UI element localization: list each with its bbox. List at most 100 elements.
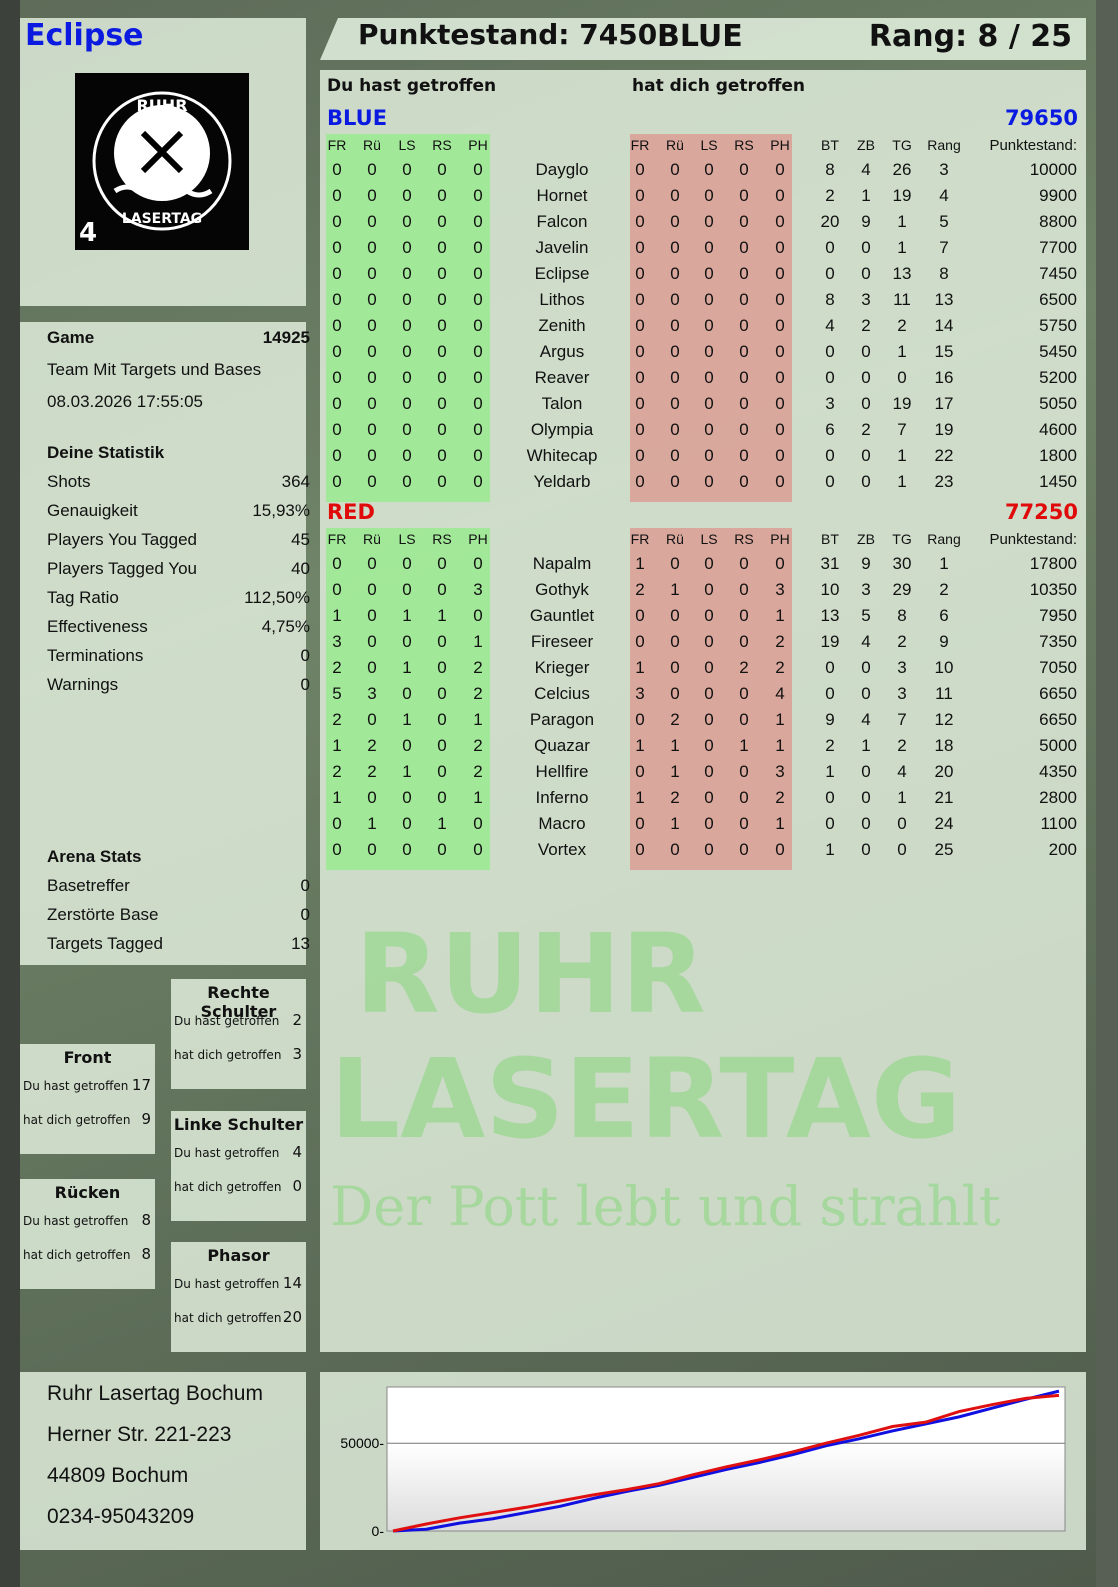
score-cell: 7350 <box>1039 632 1077 651</box>
got-cell: 0 <box>704 160 714 179</box>
got-cell: 0 <box>670 684 680 703</box>
got-cell: 0 <box>775 368 785 387</box>
hit-cell: 0 <box>402 554 412 573</box>
got-cell: 0 <box>704 290 714 309</box>
got-cell: 0 <box>670 160 680 179</box>
stat-cell: 7 <box>897 710 907 729</box>
hit-cell: 0 <box>402 290 412 309</box>
got-cell: 0 <box>635 160 645 179</box>
got-cell: 0 <box>670 342 680 361</box>
col-header: ZB <box>857 531 875 547</box>
hit-heading: Du hast getroffen <box>327 76 497 96</box>
stat-cell: 0 <box>861 394 871 413</box>
got-cell: 0 <box>635 814 645 833</box>
got-cell: 0 <box>739 814 749 833</box>
hit-cell: 0 <box>367 212 377 231</box>
got-cell: 0 <box>739 684 749 703</box>
hit-cell: 0 <box>367 446 377 465</box>
stat-cell: 1 <box>861 736 871 755</box>
stat-cell: 20 <box>820 212 840 231</box>
hit-cell: 0 <box>332 212 342 231</box>
stat-cell: 4 <box>939 186 949 205</box>
got-column-bg <box>630 134 792 502</box>
got-cell: 0 <box>775 394 785 413</box>
got-cell: 1 <box>739 736 749 755</box>
stat-cell: 5 <box>861 606 871 625</box>
got-cell: 0 <box>670 264 680 283</box>
zone-hit-label: Du hast getroffen <box>174 1146 280 1160</box>
hit-cell: 2 <box>332 762 342 781</box>
col-header: BT <box>821 137 839 153</box>
got-cell: 0 <box>635 762 645 781</box>
stat-cell: 0 <box>825 472 835 491</box>
zone-hit-row: Du hast getroffen 14 <box>174 1274 302 1292</box>
hit-cell: 0 <box>437 160 447 179</box>
score-cell: 10000 <box>1029 160 1077 179</box>
stat-value: 45 <box>291 530 310 549</box>
got-cell: 0 <box>739 420 749 439</box>
col-header: LS <box>700 531 718 547</box>
zone-title: Front <box>63 1048 112 1067</box>
got-cell: 0 <box>739 264 749 283</box>
player-name: Inferno <box>535 788 589 807</box>
zone-got-row: hat dich getroffen 8 <box>23 1245 151 1263</box>
score-cell: 200 <box>1048 840 1077 859</box>
game-id: 14925 <box>262 328 310 347</box>
hit-cell: 0 <box>367 160 377 179</box>
hit-cell: 0 <box>473 840 483 859</box>
zone-got-label: hat dich getroffen <box>23 1248 131 1262</box>
stat-cell: 9 <box>939 632 949 651</box>
got-cell: 0 <box>635 446 645 465</box>
arena-row: Targets Tagged 13 <box>47 934 310 954</box>
zone-hit-label: Du hast getroffen <box>174 1014 280 1028</box>
got-cell: 0 <box>635 186 645 205</box>
got-cell: 2 <box>670 788 680 807</box>
hit-cell: 0 <box>437 186 447 205</box>
got-cell: 1 <box>670 762 680 781</box>
player-name: Quazar <box>534 736 590 755</box>
stat-cell: 30 <box>892 554 912 573</box>
hit-cell: 0 <box>473 264 483 283</box>
hit-cell: 2 <box>367 762 377 781</box>
got-cell: 0 <box>704 342 714 361</box>
got-cell: 0 <box>704 580 714 599</box>
got-cell: 0 <box>704 420 714 439</box>
got-cell: 0 <box>739 710 749 729</box>
hit-cell: 2 <box>473 762 483 781</box>
hit-cell: 2 <box>473 684 483 703</box>
got-cell: 0 <box>670 840 680 859</box>
got-cell: 0 <box>739 762 749 781</box>
hit-cell: 0 <box>332 814 342 833</box>
series-line-1 <box>392 1393 1060 1533</box>
player-name: Talon <box>541 394 583 413</box>
col-header: TG <box>892 531 912 547</box>
zone-got-row: hat dich getroffen 20 <box>174 1308 302 1326</box>
got-cell: 1 <box>635 736 645 755</box>
hit-cell: 0 <box>437 710 447 729</box>
stat-cell: 0 <box>825 264 835 283</box>
col-header: FR <box>630 137 650 153</box>
hit-cell: 2 <box>367 736 377 755</box>
hit-cell: 1 <box>332 606 342 625</box>
hit-cell: 0 <box>473 394 483 413</box>
team-label: BLUE <box>657 19 743 54</box>
score-cell: 7950 <box>1039 606 1077 625</box>
stat-value: 364 <box>281 472 310 491</box>
got-cell: 0 <box>775 446 785 465</box>
hit-cell: 0 <box>473 212 483 231</box>
hit-cell: 0 <box>437 264 447 283</box>
stat-label: Genauigkeit <box>47 501 138 520</box>
hit-cell: 0 <box>473 290 483 309</box>
stat-cell: 0 <box>825 788 835 807</box>
hit-zone-front: Front Du hast getroffen 17 hat dich getroff… <box>20 1044 155 1154</box>
zone-hit-value: 8 <box>141 1211 151 1229</box>
player-name: Argus <box>539 342 585 361</box>
stat-row: Warnings 0 <box>47 675 310 695</box>
got-cell: 1 <box>775 710 785 729</box>
stat-cell: 7 <box>939 238 949 257</box>
hit-cell: 0 <box>332 840 342 859</box>
hit-cell: 0 <box>473 160 483 179</box>
hit-cell: 0 <box>367 840 377 859</box>
hit-cell: 0 <box>367 394 377 413</box>
hit-cell: 0 <box>402 788 412 807</box>
